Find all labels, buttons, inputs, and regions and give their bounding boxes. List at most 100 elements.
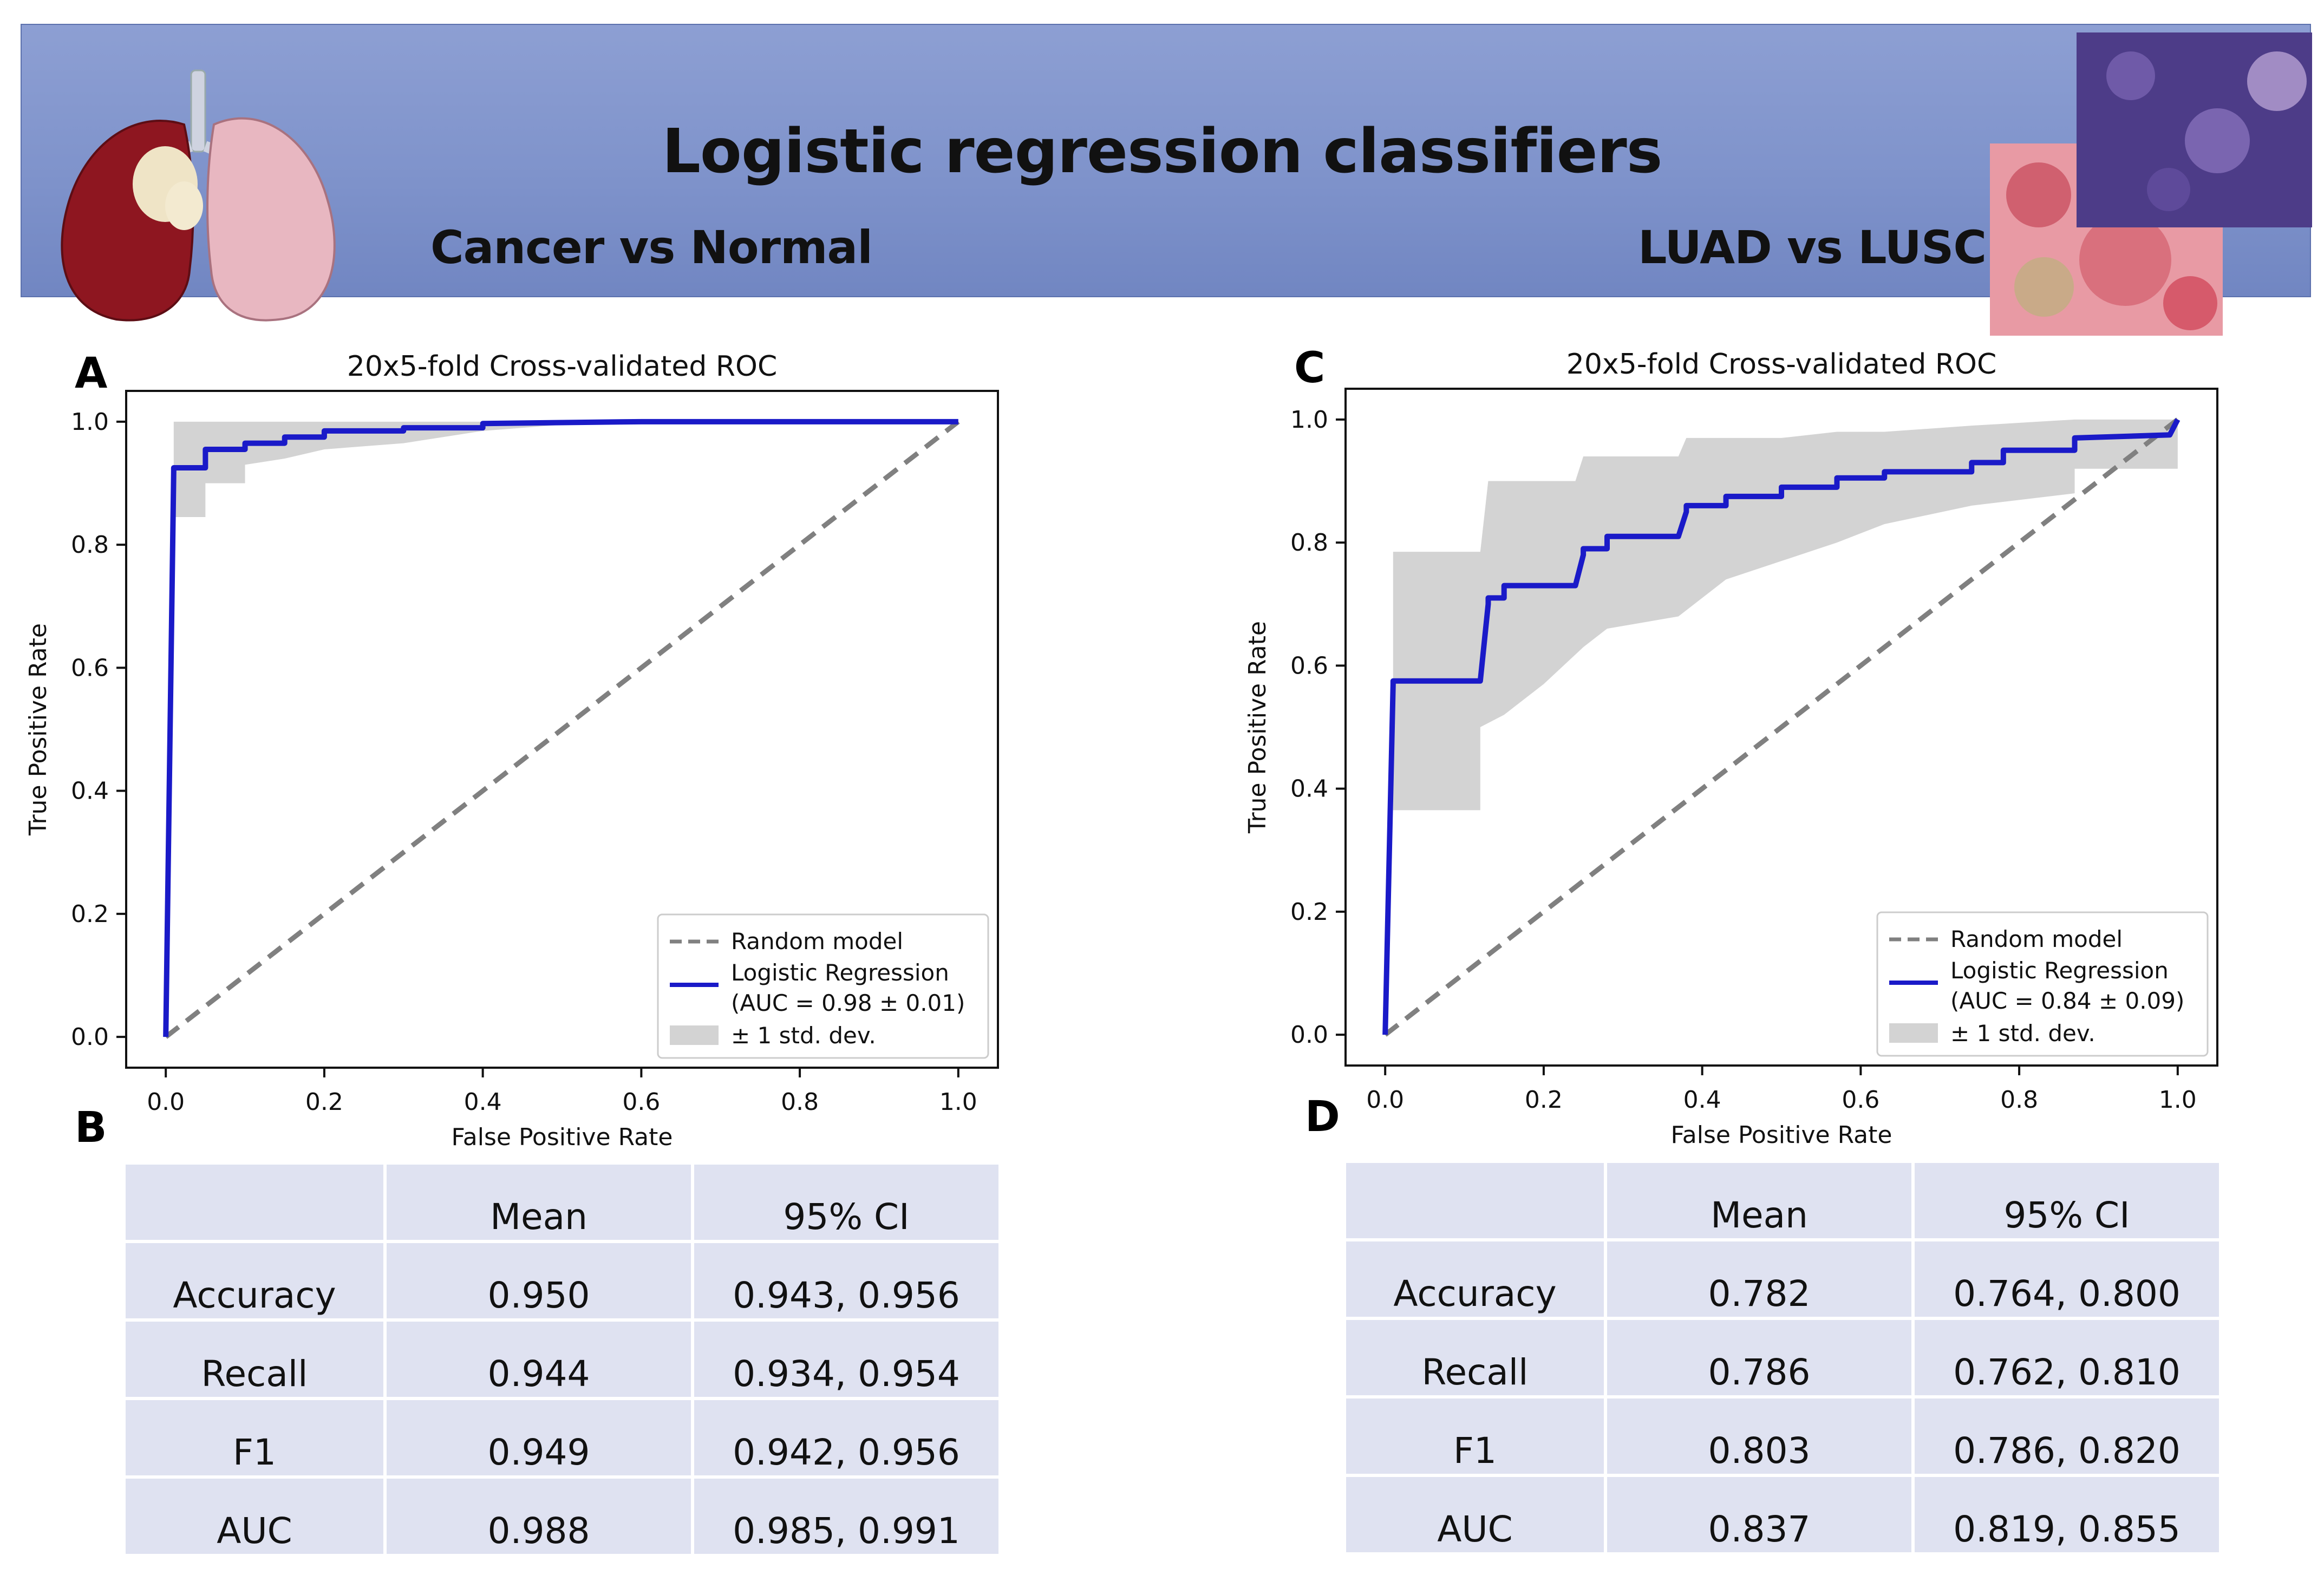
x-tick-label: 0.0 <box>1366 1086 1404 1114</box>
roc-chart-a: 0.0 0.2 0.4 0.6 0.8 1.0 0.0 0.2 0.4 0.6 0.8 1.0 20x5… <box>24 350 999 1151</box>
panel-letter-b: B <box>75 1103 107 1152</box>
metric-value-cell: 0.803 <box>1607 1398 1911 1474</box>
metric-value-cell: 0.944 <box>387 1322 691 1397</box>
metric-value-cell: 0.819, 0.855 <box>1915 1477 2219 1552</box>
x-tick-label: 1.0 <box>939 1088 977 1116</box>
legend-auc-label: (AUC = 0.84 ± 0.09) <box>1950 988 2184 1014</box>
plot-frame <box>125 390 999 1069</box>
std-dev-band <box>1393 419 2178 811</box>
metrics-table-b: Mean 95% CI Accuracy 0.950 0.943, 0.956 Recal… <box>122 1161 1002 1557</box>
legend-random-label: Random model <box>731 928 903 955</box>
y-tick-label: 0.6 <box>1290 652 1328 679</box>
x-tick-label: 0.4 <box>464 1088 502 1116</box>
header-banner <box>21 24 2311 297</box>
legend-box <box>1876 911 2209 1057</box>
right-subtitle: LUAD vs LUSC <box>1638 221 1987 274</box>
metric-value-cell: 0.950 <box>387 1243 691 1318</box>
table-row: Recall 0.786 0.762, 0.810 <box>1346 1320 2219 1395</box>
x-axis-label: False Positive Rate <box>452 1123 673 1151</box>
y-tick-label: 0.8 <box>71 531 109 559</box>
table-header-row: Mean 95% CI <box>126 1165 998 1240</box>
table-row: F1 0.803 0.786, 0.820 <box>1346 1398 2219 1474</box>
plot-frame <box>1344 388 2218 1067</box>
metric-value-cell: 0.837 <box>1607 1477 1911 1552</box>
legend-auc-label: (AUC = 0.98 ± 0.01) <box>731 990 965 1016</box>
y-axis-label: True Positive Rate <box>1244 621 1271 834</box>
y-tick-label: 0.8 <box>1290 529 1328 557</box>
legend-random-label: Random model <box>1950 926 2123 952</box>
random-model-line <box>1383 417 2179 1037</box>
metric-value-cell: 0.988 <box>387 1479 691 1554</box>
std-dev-band <box>173 421 958 517</box>
table-header-row: Mean 95% CI <box>1346 1163 2219 1238</box>
roc-chart-c: 0.0 0.2 0.4 0.6 0.8 1.0 0.0 0.2 0.4 0.6 0.8 1.0 20x5… <box>1244 348 2218 1149</box>
y-tick-label: 1.0 <box>71 408 109 436</box>
metrics-table-d: Mean 95% CI Accuracy 0.782 0.764, 0.800 Recal… <box>1343 1160 2222 1556</box>
legend-std-label: ± 1 std. dev. <box>1950 1020 2095 1047</box>
legend-roc-label: Logistic Regression <box>731 959 949 986</box>
legend-std-swatch <box>1889 1023 1938 1043</box>
metric-name-cell: AUC <box>1346 1477 1604 1552</box>
metric-value-cell: 0.943, 0.956 <box>694 1243 998 1318</box>
table-header-cell: 95% CI <box>1915 1163 2219 1238</box>
metric-name-cell: Accuracy <box>1346 1241 1604 1317</box>
metric-value-cell: 0.934, 0.954 <box>694 1322 998 1397</box>
metric-name-cell: AUC <box>126 1479 383 1554</box>
x-tick-label: 0.8 <box>781 1088 819 1116</box>
table-header-cell <box>1346 1163 1604 1238</box>
metric-value-cell: 0.764, 0.800 <box>1915 1241 2219 1317</box>
x-tick-label: 0.6 <box>1842 1086 1879 1114</box>
lung-illustration-icon <box>61 69 336 322</box>
table-header-cell <box>126 1165 383 1240</box>
chart-title: 20x5-fold Cross-validated ROC <box>347 350 778 383</box>
metric-value-cell: 0.782 <box>1607 1241 1911 1317</box>
metric-value-cell: 0.786 <box>1607 1320 1911 1395</box>
x-tick-label: 1.0 <box>2159 1086 2197 1114</box>
metric-name-cell: Recall <box>126 1322 383 1397</box>
y-tick-label: 0.0 <box>1290 1021 1328 1049</box>
metric-name-cell: Recall <box>1346 1320 1604 1395</box>
table-row: F1 0.949 0.942, 0.956 <box>126 1400 998 1475</box>
roc-mean-curve <box>1382 418 2181 1035</box>
banner-title: Logistic regression classifiers <box>662 116 1663 187</box>
table-header-cell: Mean <box>387 1165 691 1240</box>
x-tick-label: 0.2 <box>1525 1086 1563 1114</box>
table-row: Recall 0.944 0.934, 0.954 <box>126 1322 998 1397</box>
table-row: AUC 0.837 0.819, 0.855 <box>1346 1477 2219 1552</box>
y-tick-label: 0.2 <box>1290 898 1328 926</box>
table-header-cell: Mean <box>1607 1163 1911 1238</box>
table-row: AUC 0.988 0.985, 0.991 <box>126 1479 998 1554</box>
y-tick-label: 0.4 <box>1290 775 1328 803</box>
left-subtitle: Cancer vs Normal <box>430 221 873 274</box>
metric-name-cell: F1 <box>1346 1398 1604 1474</box>
table-row: Accuracy 0.950 0.943, 0.956 <box>126 1243 998 1318</box>
y-tick-label: 0.0 <box>71 1023 109 1051</box>
legend-roc-label: Logistic Regression <box>1950 957 2169 984</box>
x-tick-label: 0.6 <box>622 1088 660 1116</box>
x-tick-label: 0.4 <box>1683 1086 1721 1114</box>
panel-letter-c: C <box>1294 344 1326 393</box>
table-row: Accuracy 0.782 0.764, 0.800 <box>1346 1241 2219 1317</box>
y-tick-label: 0.2 <box>71 900 109 928</box>
x-tick-label: 0.8 <box>2000 1086 2038 1114</box>
x-tick-label: 0.2 <box>305 1088 343 1116</box>
y-tick-label: 0.4 <box>71 777 109 805</box>
panel-letter-d: D <box>1305 1093 1340 1141</box>
y-tick-label: 0.6 <box>71 654 109 682</box>
metric-value-cell: 0.985, 0.991 <box>694 1479 998 1554</box>
metric-value-cell: 0.942, 0.956 <box>694 1400 998 1475</box>
random-model-line <box>164 420 960 1039</box>
x-axis-label: False Positive Rate <box>1671 1121 1892 1149</box>
metric-value-cell: 0.949 <box>387 1400 691 1475</box>
metric-value-cell: 0.786, 0.820 <box>1915 1398 2219 1474</box>
metric-name-cell: Accuracy <box>126 1243 383 1318</box>
y-axis-label: True Positive Rate <box>24 623 52 836</box>
legend-std-label: ± 1 std. dev. <box>731 1022 876 1049</box>
metric-name-cell: F1 <box>126 1400 383 1475</box>
histology-image-icon <box>1990 32 2312 336</box>
panel-letter-a: A <box>75 349 108 398</box>
table-header-cell: 95% CI <box>694 1165 998 1240</box>
chart-title: 20x5-fold Cross-validated ROC <box>1566 348 1997 381</box>
y-tick-label: 1.0 <box>1290 406 1328 434</box>
